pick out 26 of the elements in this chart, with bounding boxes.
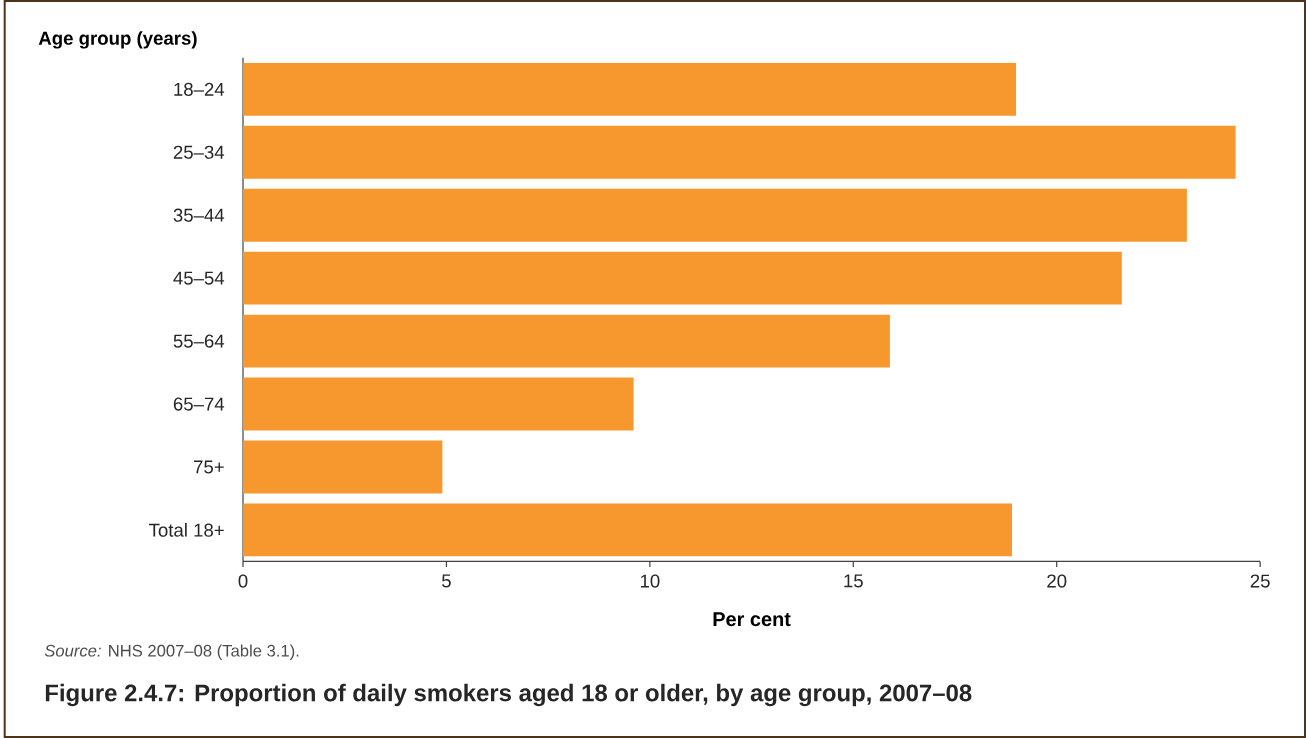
x-tick-label: 15 xyxy=(844,574,863,588)
text: Source: NHS 2007–08 (Table 3.1). xyxy=(44,644,299,660)
x-tick-label: 0 xyxy=(238,574,248,588)
bar xyxy=(243,503,1012,557)
y-tick-label: Total 18+ xyxy=(149,523,224,537)
bar xyxy=(243,188,1187,242)
x-tick-label: 5 xyxy=(442,574,451,588)
y-tick-label: 25–34 xyxy=(173,145,225,159)
y-tick-label: 65–74 xyxy=(173,397,225,411)
text: Figure 2.4.7: Proportion of daily smokers aged 18 or older, by age group, 2007–08 xyxy=(45,683,972,707)
x-tick-label: 20 xyxy=(1047,574,1067,588)
bar xyxy=(243,377,634,431)
bar xyxy=(243,62,1017,116)
bar xyxy=(243,314,890,368)
y-axis-title: Age group (years) xyxy=(38,31,197,49)
bar xyxy=(243,440,443,494)
y-tick-label: 35–44 xyxy=(173,208,225,222)
x-axis-title: Per cent xyxy=(713,612,791,627)
x-tick-label: 10 xyxy=(640,574,660,588)
x-tick-label: 25 xyxy=(1250,574,1270,588)
bar xyxy=(243,125,1236,179)
y-tick-label: 18–24 xyxy=(174,82,225,96)
bar xyxy=(243,251,1122,305)
y-tick-label: 45–54 xyxy=(173,271,225,285)
y-tick-label: 55–64 xyxy=(173,334,225,348)
y-tick-label: 75+ xyxy=(194,460,224,474)
